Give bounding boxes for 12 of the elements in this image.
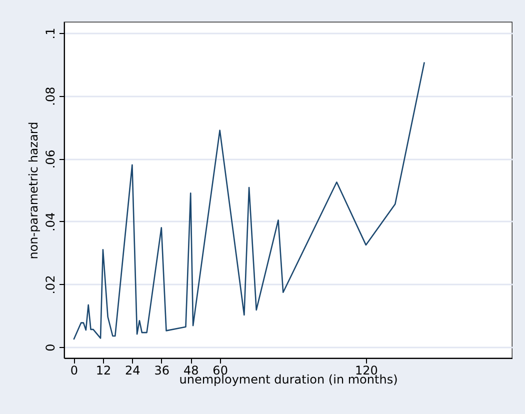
line-series xyxy=(73,62,425,340)
x-tick-label: 24 xyxy=(125,364,140,378)
y-tick-label: .04 xyxy=(44,212,58,232)
y-tick-label: .08 xyxy=(44,86,58,106)
y-tick-label: .02 xyxy=(44,275,58,294)
y-tick-label: 0 xyxy=(44,344,58,352)
x-tick-label: 36 xyxy=(154,364,170,378)
x-tick-label: 12 xyxy=(96,364,112,378)
y-axis-title: non-parametric hazard xyxy=(26,122,40,260)
x-tick-label: 0 xyxy=(70,364,78,378)
y-tick-label: .1 xyxy=(44,28,58,40)
y-tick-label: .06 xyxy=(44,150,58,169)
